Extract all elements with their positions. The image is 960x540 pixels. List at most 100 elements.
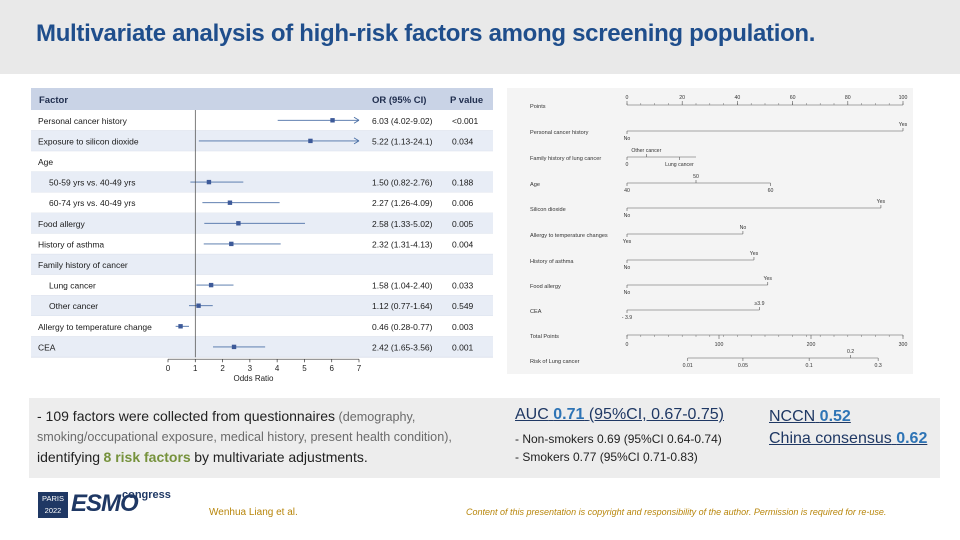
nomogram-tick-label: 100 [715, 342, 724, 348]
forest-x-tick-label: 0 [166, 364, 171, 373]
forest-p-value: 0.033 [452, 281, 474, 291]
auc-ci: (95%CI, 0.67-0.75) [588, 406, 725, 423]
forest-factor-label: Personal cancer history [38, 116, 128, 126]
forest-point-estimate [196, 303, 201, 308]
forest-p-value: 0.004 [452, 239, 474, 249]
nomogram-mark-label: 0.1 [806, 363, 813, 369]
forest-point-estimate [227, 200, 233, 205]
forest-p-value: 0.188 [452, 178, 474, 188]
forest-factor-label: Allergy to temperature change [38, 322, 152, 332]
forest-row-bg [31, 316, 493, 337]
forest-row-bg [31, 171, 493, 193]
forest-x-tick-label: 7 [357, 364, 362, 373]
summary-band [29, 398, 940, 478]
nomogram-scale-label: CEA [530, 309, 542, 315]
forest-point-estimate [308, 138, 313, 144]
forest-or-text: 6.03 (4.02-9.02) [372, 116, 433, 126]
forest-or-text: 2.58 (1.33-5.02) [372, 219, 433, 229]
nomogram-chart: Points 0 20 40 60 80 100 Personal cancer histor… [530, 95, 908, 369]
nomogram-mark-label: 60 [768, 188, 774, 194]
forest-factor-label: Exposure to silicon dioxide [38, 136, 139, 146]
forest-row-bg [31, 110, 493, 131]
summary-lead: - 109 factors were collected from questi… [37, 408, 336, 424]
summary-highlight: 8 risk factors [103, 449, 191, 465]
forest-or-text: 1.50 (0.82-2.76) [372, 178, 433, 188]
forest-factor-label: Family history of cancer [38, 260, 128, 270]
forest-col-factor: Factor [39, 95, 68, 106]
nomogram-mark-label: No [624, 290, 631, 296]
forest-p-value: 0.006 [452, 198, 474, 208]
forest-x-axis-label: Odds Ratio [233, 374, 274, 383]
forest-point-estimate [236, 221, 241, 226]
auc-smokers: - Smokers 0.77 (95%CI 0.71-0.83) [515, 450, 698, 464]
forest-x-tick-label: 5 [302, 364, 307, 373]
forest-or-text: 1.58 (1.04-2.40) [372, 281, 433, 291]
forest-factor-label: CEA [38, 342, 56, 352]
nomogram-mark-label: No [624, 213, 631, 219]
nomogram-scale-label: Silicon dioxide [530, 207, 566, 213]
nomogram-mark-label: 0 [626, 162, 629, 168]
guideline-block: NCCN 0.52 China consensus 0.62 [769, 406, 939, 450]
nomogram-mark-label: - 3.9 [622, 315, 632, 321]
nomogram-mark-label: Yes [750, 251, 759, 257]
forest-col-or: OR (95% CI) [372, 95, 426, 106]
nomogram-tick-label: 0 [626, 342, 629, 348]
nomogram-mark-label: 0.05 [738, 363, 748, 369]
nomogram-panel: Points 0 20 40 60 80 100 Personal cancer histor… [507, 88, 913, 374]
summary-detail: (demography, smoking/occupational exposu… [37, 410, 452, 444]
nccn-line: NCCN 0.52 [769, 406, 939, 428]
china-label: China consensus [769, 430, 892, 447]
forest-or-text: 2.42 (1.65-3.56) [372, 342, 433, 352]
forest-p-value: 0.034 [452, 136, 474, 146]
auc-headline: AUC 0.71 (95%CI, 0.67-0.75) [515, 406, 750, 424]
nomogram-scale-label: History of asthma [530, 259, 574, 265]
nomogram-mark-label: 0.01 [683, 363, 693, 369]
forest-point-estimate [206, 179, 212, 185]
nomogram-tick-label: 80 [845, 95, 851, 101]
summary-text: - 109 factors were collected from questi… [37, 406, 495, 468]
forest-factor-label: Food allergy [38, 219, 86, 229]
nomogram-scale-label: Total Points [530, 334, 559, 340]
nomogram-tick-label: 0 [626, 95, 629, 101]
logo-year: PARIS 2022 [38, 492, 68, 518]
forest-point-estimate [231, 344, 237, 350]
nomogram-mark-label: Yes [899, 122, 908, 128]
forest-p-value: 0.549 [452, 301, 474, 311]
forest-ci-arrow [353, 116, 360, 124]
nomogram-mark-label: Yes [623, 239, 632, 245]
nomogram-tick-label: 100 [899, 95, 908, 101]
forest-p-value: 0.005 [452, 219, 474, 229]
nomogram-tick-label: 40 [735, 95, 741, 101]
forest-ci-arrow [353, 137, 360, 145]
china-value: 0.62 [896, 430, 928, 447]
forest-row-bg [31, 254, 493, 275]
nomogram-tick-label: 300 [899, 342, 908, 348]
china-consensus-line: China consensus 0.62 [769, 428, 939, 450]
forest-x-tick-label: 3 [248, 364, 253, 373]
forest-or-text: 5.22 (1.13-24.1) [372, 136, 433, 146]
nomogram-mark-label: 0.2 [847, 349, 854, 355]
nomogram-mark-label: Lung cancer [665, 162, 694, 168]
forest-header-bg [31, 88, 493, 110]
author-credit: Wenhua Liang et al. [209, 507, 298, 518]
forest-x-tick-label: 1 [193, 364, 198, 373]
slide-title: Multivariate analysis of high-risk facto… [36, 20, 816, 47]
forest-p-value: 0.003 [452, 322, 474, 332]
forest-factor-label: Lung cancer [49, 281, 96, 291]
logo-congress: congress [122, 489, 171, 501]
forest-col-p: P value [450, 95, 483, 106]
forest-factor-label: Age [38, 157, 53, 167]
nomogram-tick-label: 60 [790, 95, 796, 101]
nomogram-mark-label: No [624, 265, 631, 271]
forest-point-estimate [178, 324, 183, 329]
nomogram-tick-label: 200 [807, 342, 816, 348]
auc-label: AUC [515, 406, 549, 423]
nomogram-tick-label: 20 [679, 95, 685, 101]
logo-brand: ESMO [71, 490, 139, 517]
nccn-value: 0.52 [819, 408, 851, 425]
forest-plot-panel: Factor OR (95% CI) P value Personal cancer … [31, 88, 493, 390]
forest-or-text: 2.32 (1.31-4.13) [372, 239, 433, 249]
auc-value: 0.71 [553, 406, 585, 423]
nomogram-mark-label: No [624, 136, 631, 142]
forest-p-value: 0.001 [452, 342, 474, 352]
